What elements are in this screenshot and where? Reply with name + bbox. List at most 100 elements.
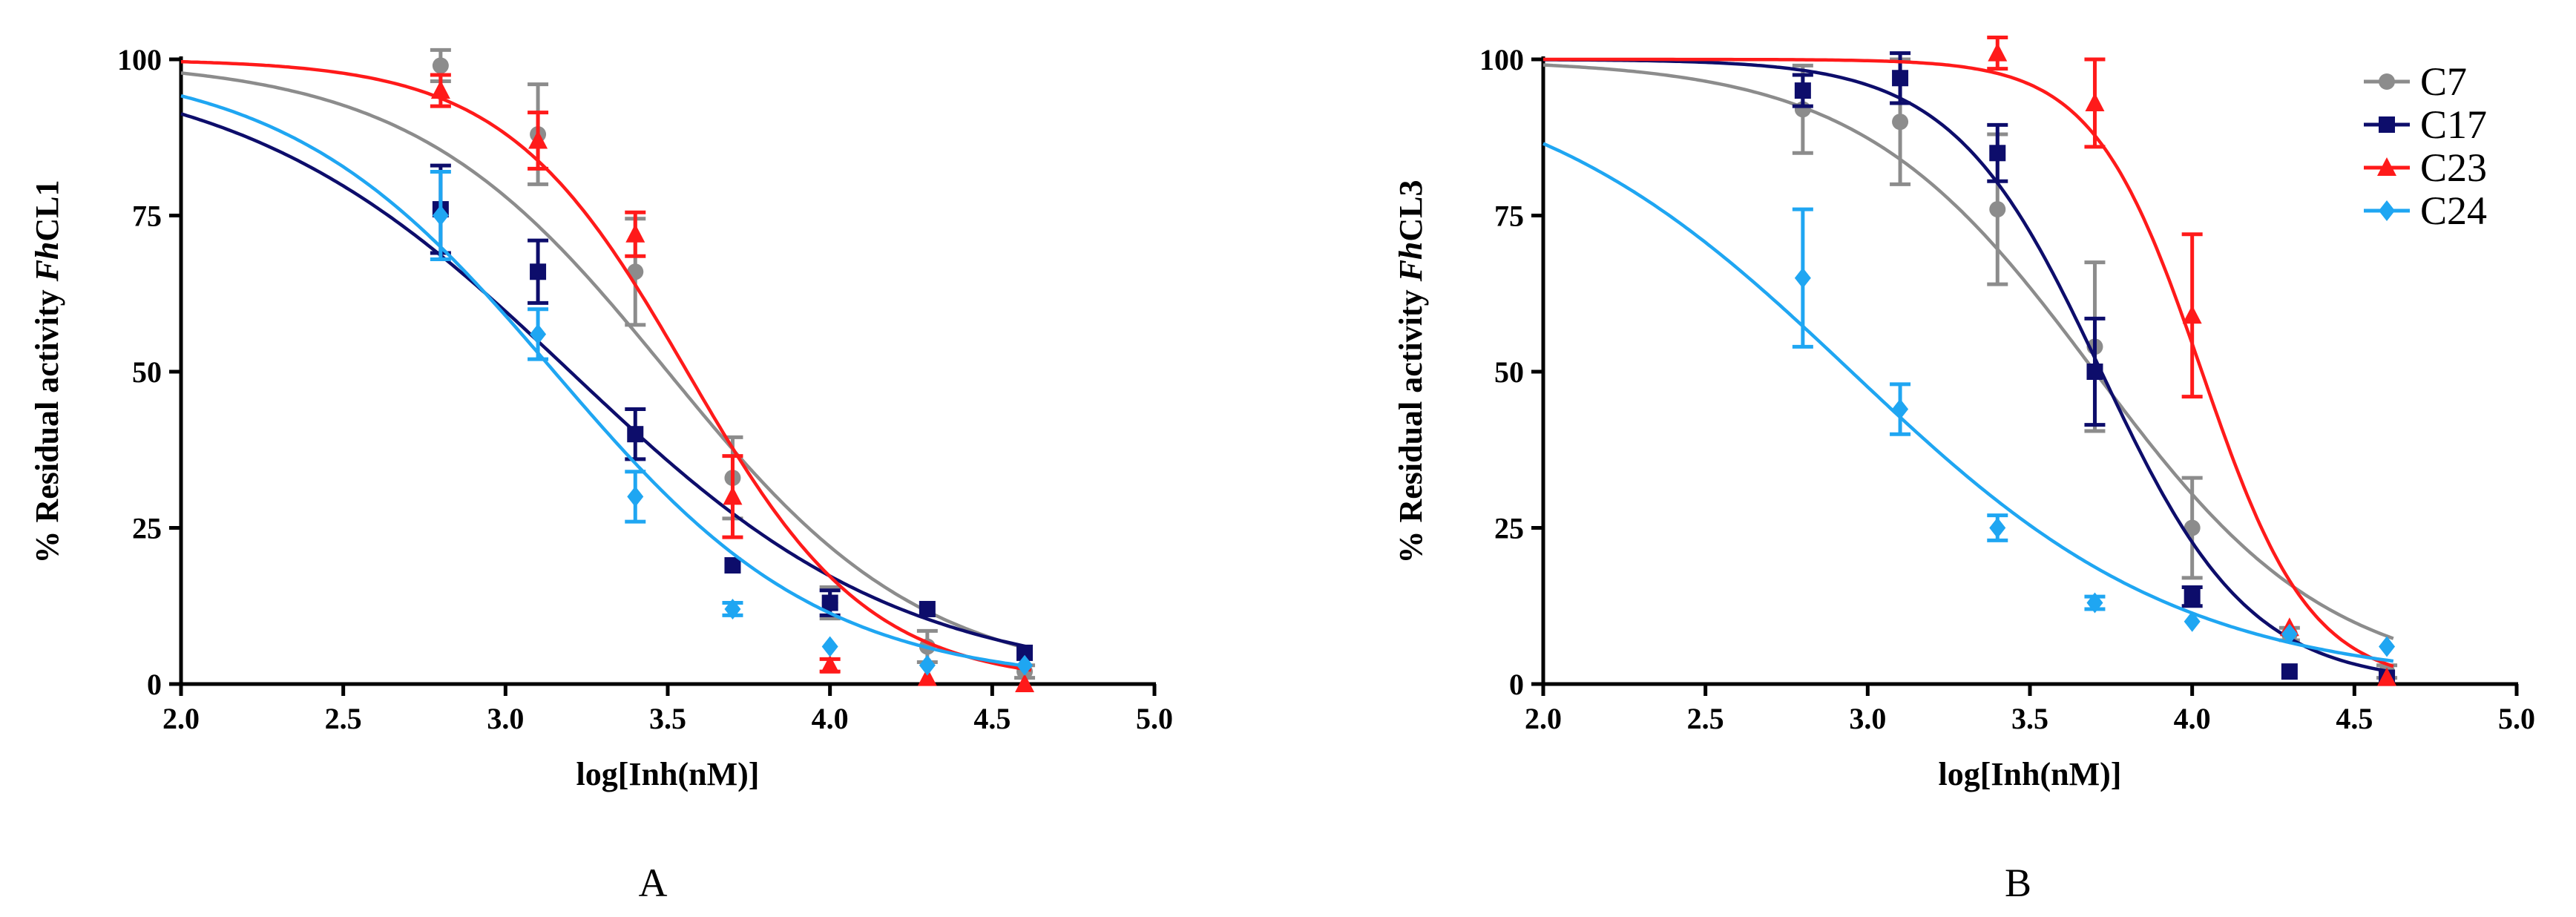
x-tick-label: 4.5 xyxy=(2336,702,2373,735)
data-point-c24 xyxy=(821,636,838,657)
x-tick-label: 2.5 xyxy=(325,702,362,735)
data-point-c23 xyxy=(1988,42,2008,62)
y-axis-title: % Residual activity FhCL3 xyxy=(1393,180,1429,563)
y-tick-label: 25 xyxy=(1494,512,1524,545)
y-tick-label: 0 xyxy=(147,668,162,701)
data-point-c23 xyxy=(2377,667,2397,686)
data-point-c23 xyxy=(2085,92,2105,111)
x-axis-title: log[Inh(nM)] xyxy=(576,756,760,792)
data-point-c17 xyxy=(627,426,644,443)
chart-panel-b: 0 25 50 75 100 2.0 2.5 3.0 3.5 4.0 4.5 5.0 log[Inh(n… xyxy=(1393,36,2535,905)
fit-curve-c7 xyxy=(180,71,1032,651)
legend-marker-c17 xyxy=(2379,116,2395,133)
data-point-c24 xyxy=(627,486,644,507)
panel-label: B xyxy=(2005,861,2031,905)
data-point-c24 xyxy=(1794,267,1811,289)
x-tick-label: 4.5 xyxy=(973,702,1011,735)
series-c17 xyxy=(180,112,1034,661)
fit-curve-c17 xyxy=(180,112,1032,650)
data-point-c17 xyxy=(2184,588,2201,605)
data-point-c17 xyxy=(1989,145,2006,162)
data-point-c7 xyxy=(1989,201,2006,218)
data-point-c7 xyxy=(1892,114,1909,131)
x-tick-label: 3.0 xyxy=(487,702,524,735)
data-point-c17 xyxy=(530,263,547,280)
data-point-c17 xyxy=(1016,644,1034,661)
fit-curve-c17 xyxy=(1543,58,2394,674)
legend-label-c24: C24 xyxy=(2420,188,2487,233)
data-point-c24 xyxy=(530,323,547,345)
series-c23 xyxy=(180,59,1035,692)
data-point-c23 xyxy=(528,130,548,149)
data-point-c23 xyxy=(430,80,450,99)
y-tick-label: 0 xyxy=(1509,668,1524,701)
y-tick-label: 25 xyxy=(132,512,162,545)
panel-label: A xyxy=(639,861,668,905)
x-tick-label: 5.0 xyxy=(2498,702,2535,735)
series-c17 xyxy=(1543,51,2396,686)
fit-curve-c24 xyxy=(1542,142,2394,663)
data-point-c23 xyxy=(723,486,743,505)
y-tick-label: 100 xyxy=(117,43,162,76)
data-point-c24 xyxy=(919,654,936,676)
y-axis-title-suffix: CL3 xyxy=(1393,180,1429,241)
data-point-c17 xyxy=(2086,364,2103,380)
data-point-c24 xyxy=(724,598,741,619)
data-point-c24 xyxy=(2184,611,2201,632)
fit-curve-c24 xyxy=(180,94,1032,668)
data-point-c7 xyxy=(432,57,449,74)
data-point-c7 xyxy=(2184,519,2201,536)
data-point-c24 xyxy=(432,205,449,226)
data-point-c23 xyxy=(2182,305,2202,324)
y-tick-label: 75 xyxy=(1494,200,1524,233)
data-point-c17 xyxy=(724,557,741,574)
y-axis-title-italic: Fh xyxy=(29,242,65,283)
legend-label-c23: C23 xyxy=(2420,145,2487,190)
y-tick-label: 50 xyxy=(132,355,162,389)
data-point-c24 xyxy=(1892,398,1909,420)
fit-curve-c23 xyxy=(1543,57,2394,668)
x-tick-label: 5.0 xyxy=(1136,702,1173,735)
legend-label-c17: C17 xyxy=(2420,102,2487,147)
data-point-c24 xyxy=(2086,592,2103,614)
data-point-c23 xyxy=(820,654,840,674)
fit-curve-c23 xyxy=(180,59,1032,672)
y-axis-title-suffix: CL1 xyxy=(29,180,65,241)
y-tick-label: 50 xyxy=(1494,355,1524,389)
y-tick-label: 100 xyxy=(1479,43,1524,76)
x-tick-label: 2.0 xyxy=(1525,702,1562,735)
y-tick-label: 75 xyxy=(132,200,162,233)
series-c24 xyxy=(1542,142,2396,663)
data-point-c17 xyxy=(1794,82,1811,99)
chart-panel-a: 0 25 50 75 100 2.0 2.5 3.0 3.5 4.0 4.5 5.0 log[Inh(n… xyxy=(29,43,1173,905)
x-tick-label: 4.0 xyxy=(2174,702,2211,735)
data-point-c23 xyxy=(625,223,645,243)
y-axis-title-italic: Fh xyxy=(1393,242,1429,283)
data-point-c17 xyxy=(821,594,838,611)
data-point-c23 xyxy=(1015,674,1035,692)
data-point-c23 xyxy=(917,667,937,686)
data-point-c24 xyxy=(1016,654,1034,676)
data-point-c17 xyxy=(1892,70,1909,87)
legend-label-c7: C7 xyxy=(2420,59,2467,104)
data-point-c24 xyxy=(2281,623,2298,645)
legend-marker-c24 xyxy=(2379,200,2395,221)
data-point-c24 xyxy=(1989,517,2006,539)
data-point-c17 xyxy=(2281,663,2298,680)
x-tick-label: 4.0 xyxy=(812,702,849,735)
fit-curve-c7 xyxy=(1542,63,2394,640)
x-tick-label: 3.0 xyxy=(1849,702,1886,735)
data-point-c17 xyxy=(919,600,936,617)
series-c23 xyxy=(1543,36,2397,686)
legend-marker-c7 xyxy=(2379,73,2395,90)
x-tick-label: 2.0 xyxy=(162,702,200,735)
y-axis-title-prefix: % Residual activity xyxy=(29,281,65,563)
legend-marker-c23 xyxy=(2377,157,2396,176)
series-c24 xyxy=(180,94,1034,676)
y-axis-title: % Residual activity FhCL1 xyxy=(29,180,65,563)
x-axis-title: log[Inh(nM)] xyxy=(1939,756,2122,792)
x-tick-label: 3.5 xyxy=(649,702,686,735)
y-axis-title-prefix: % Residual activity xyxy=(1393,281,1429,563)
